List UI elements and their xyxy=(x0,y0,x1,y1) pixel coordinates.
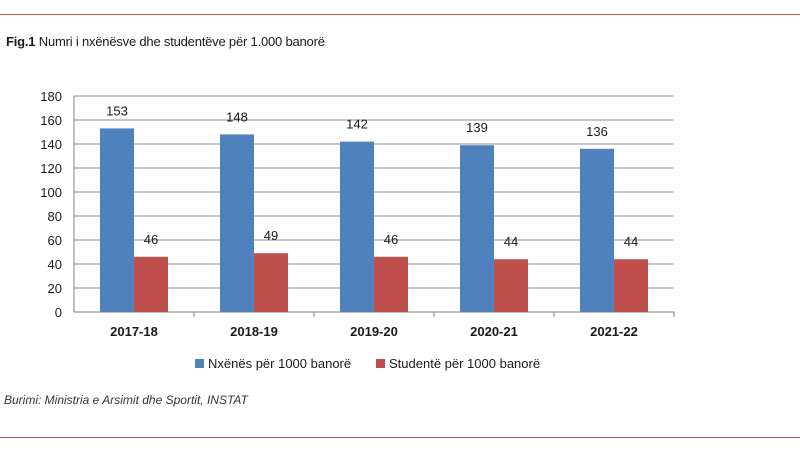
data-label: 148 xyxy=(226,109,248,124)
y-tick-label: 120 xyxy=(40,161,62,176)
bar-nxenes xyxy=(100,128,134,312)
source-note: Burimi: Ministria e Arsimit dhe Sportit,… xyxy=(4,393,248,407)
bar-nxenes xyxy=(460,145,494,312)
y-tick-label: 80 xyxy=(48,209,62,224)
x-tick-label: 2017-18 xyxy=(110,324,158,339)
legend-swatch xyxy=(376,359,385,368)
legend-swatch xyxy=(195,359,204,368)
x-tick-label: 2020-21 xyxy=(470,324,518,339)
data-label: 136 xyxy=(586,124,608,139)
data-label: 44 xyxy=(624,234,638,249)
y-tick-label: 60 xyxy=(48,233,62,248)
y-tick-label: 140 xyxy=(40,137,62,152)
data-label: 153 xyxy=(106,103,128,118)
data-label: 44 xyxy=(504,234,518,249)
bar-studente xyxy=(494,259,528,312)
bar-nxenes xyxy=(220,134,254,312)
legend-label: Nxënës për 1000 banorë xyxy=(208,356,351,371)
top-rule xyxy=(0,14,800,15)
y-tick-label: 180 xyxy=(40,89,62,104)
y-tick-label: 100 xyxy=(40,185,62,200)
bar-studente xyxy=(134,256,168,312)
legend-label: Studentë për 1000 banorë xyxy=(389,356,540,371)
bar-studente xyxy=(254,253,288,312)
bar-nxenes xyxy=(580,148,614,312)
y-tick-label: 40 xyxy=(48,257,62,272)
figure-label: Fig.1 xyxy=(6,34,36,49)
data-label: 46 xyxy=(144,232,158,247)
bar-studente xyxy=(614,259,648,312)
data-label: 46 xyxy=(384,232,398,247)
x-tick-label: 2019-20 xyxy=(350,324,398,339)
bar-studente xyxy=(374,256,408,312)
x-tick-label: 2018-19 xyxy=(230,324,278,339)
bottom-rule xyxy=(0,437,800,438)
data-label: 142 xyxy=(346,117,368,132)
data-label: 139 xyxy=(466,120,488,135)
y-tick-label: 160 xyxy=(40,113,62,128)
figure-title-text: Numri i nxënësve dhe studentëve për 1.00… xyxy=(38,34,325,49)
y-tick-label: 0 xyxy=(55,305,62,320)
bar-nxenes xyxy=(340,141,374,312)
x-tick-label: 2021-22 xyxy=(590,324,638,339)
y-tick-label: 20 xyxy=(48,281,62,296)
figure-title: Fig.1 Numri i nxënësve dhe studentëve pë… xyxy=(6,34,325,49)
data-label: 49 xyxy=(264,228,278,243)
